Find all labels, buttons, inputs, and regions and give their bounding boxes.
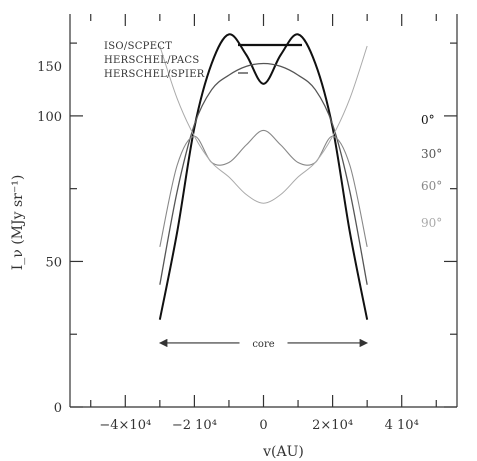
axis-ticks <box>70 14 457 408</box>
legend-label-0: ISO/SCPECT <box>104 41 172 52</box>
y-tick-label: 0 <box>54 401 62 416</box>
x-tick-label: −4×10⁴ <box>99 418 151 433</box>
y-tick-label: 50 <box>45 255 62 270</box>
series-line-2 <box>159 129 368 248</box>
series-lines <box>158 33 369 320</box>
y-axis-label: I_ν (MJy sr⁻¹) <box>10 175 26 271</box>
x-tick-label: 2×10⁴ <box>312 418 353 433</box>
x-tick-label: 4 10⁴ <box>385 418 419 433</box>
legend-label-1: HERSCHEL/PACS <box>104 55 200 66</box>
annotations: core <box>158 338 369 350</box>
series-label-3: 90° <box>421 216 442 230</box>
core-label: core <box>252 339 274 350</box>
series-line-0 <box>158 33 369 320</box>
series-label-0: 0° <box>421 113 435 127</box>
axis-tick-labels: −4×10⁴ −2 10⁴ 0 2×10⁴ 4 10⁴ 0 50 100 150 <box>37 60 419 433</box>
series-line-3 <box>159 45 368 204</box>
legend-label-2: HERSCHEL/SPIER <box>104 69 205 80</box>
x-tick-label: −2 10⁴ <box>172 418 217 433</box>
y-tick-label: 150 <box>37 60 62 75</box>
x-axis-label: v(AU) <box>262 444 304 460</box>
series-labels: 0° 30° 60° 90° <box>421 113 442 230</box>
series-line-1 <box>159 62 368 285</box>
y-tick-label: 100 <box>37 110 62 125</box>
legend: ISO/SCPECT HERSCHEL/PACS HERSCHEL/SPIER <box>104 41 302 80</box>
series-label-1: 30° <box>421 147 442 161</box>
x-tick-label: 0 <box>259 418 267 433</box>
series-label-2: 60° <box>421 179 442 193</box>
